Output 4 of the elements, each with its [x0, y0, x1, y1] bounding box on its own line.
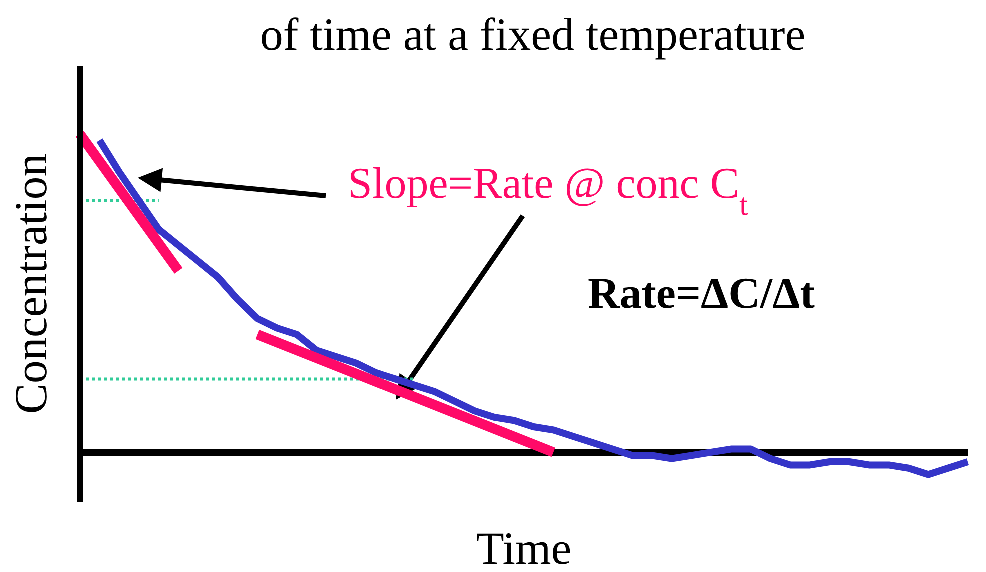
y-axis-title: Concentration — [5, 154, 56, 414]
chart-title: of time at a fixed temperature — [260, 9, 806, 60]
annotation: Slope=Rate @ conc C$_{t}$ — [348, 159, 749, 222]
annotation: Rate=ΔC/Δt — [588, 269, 816, 318]
